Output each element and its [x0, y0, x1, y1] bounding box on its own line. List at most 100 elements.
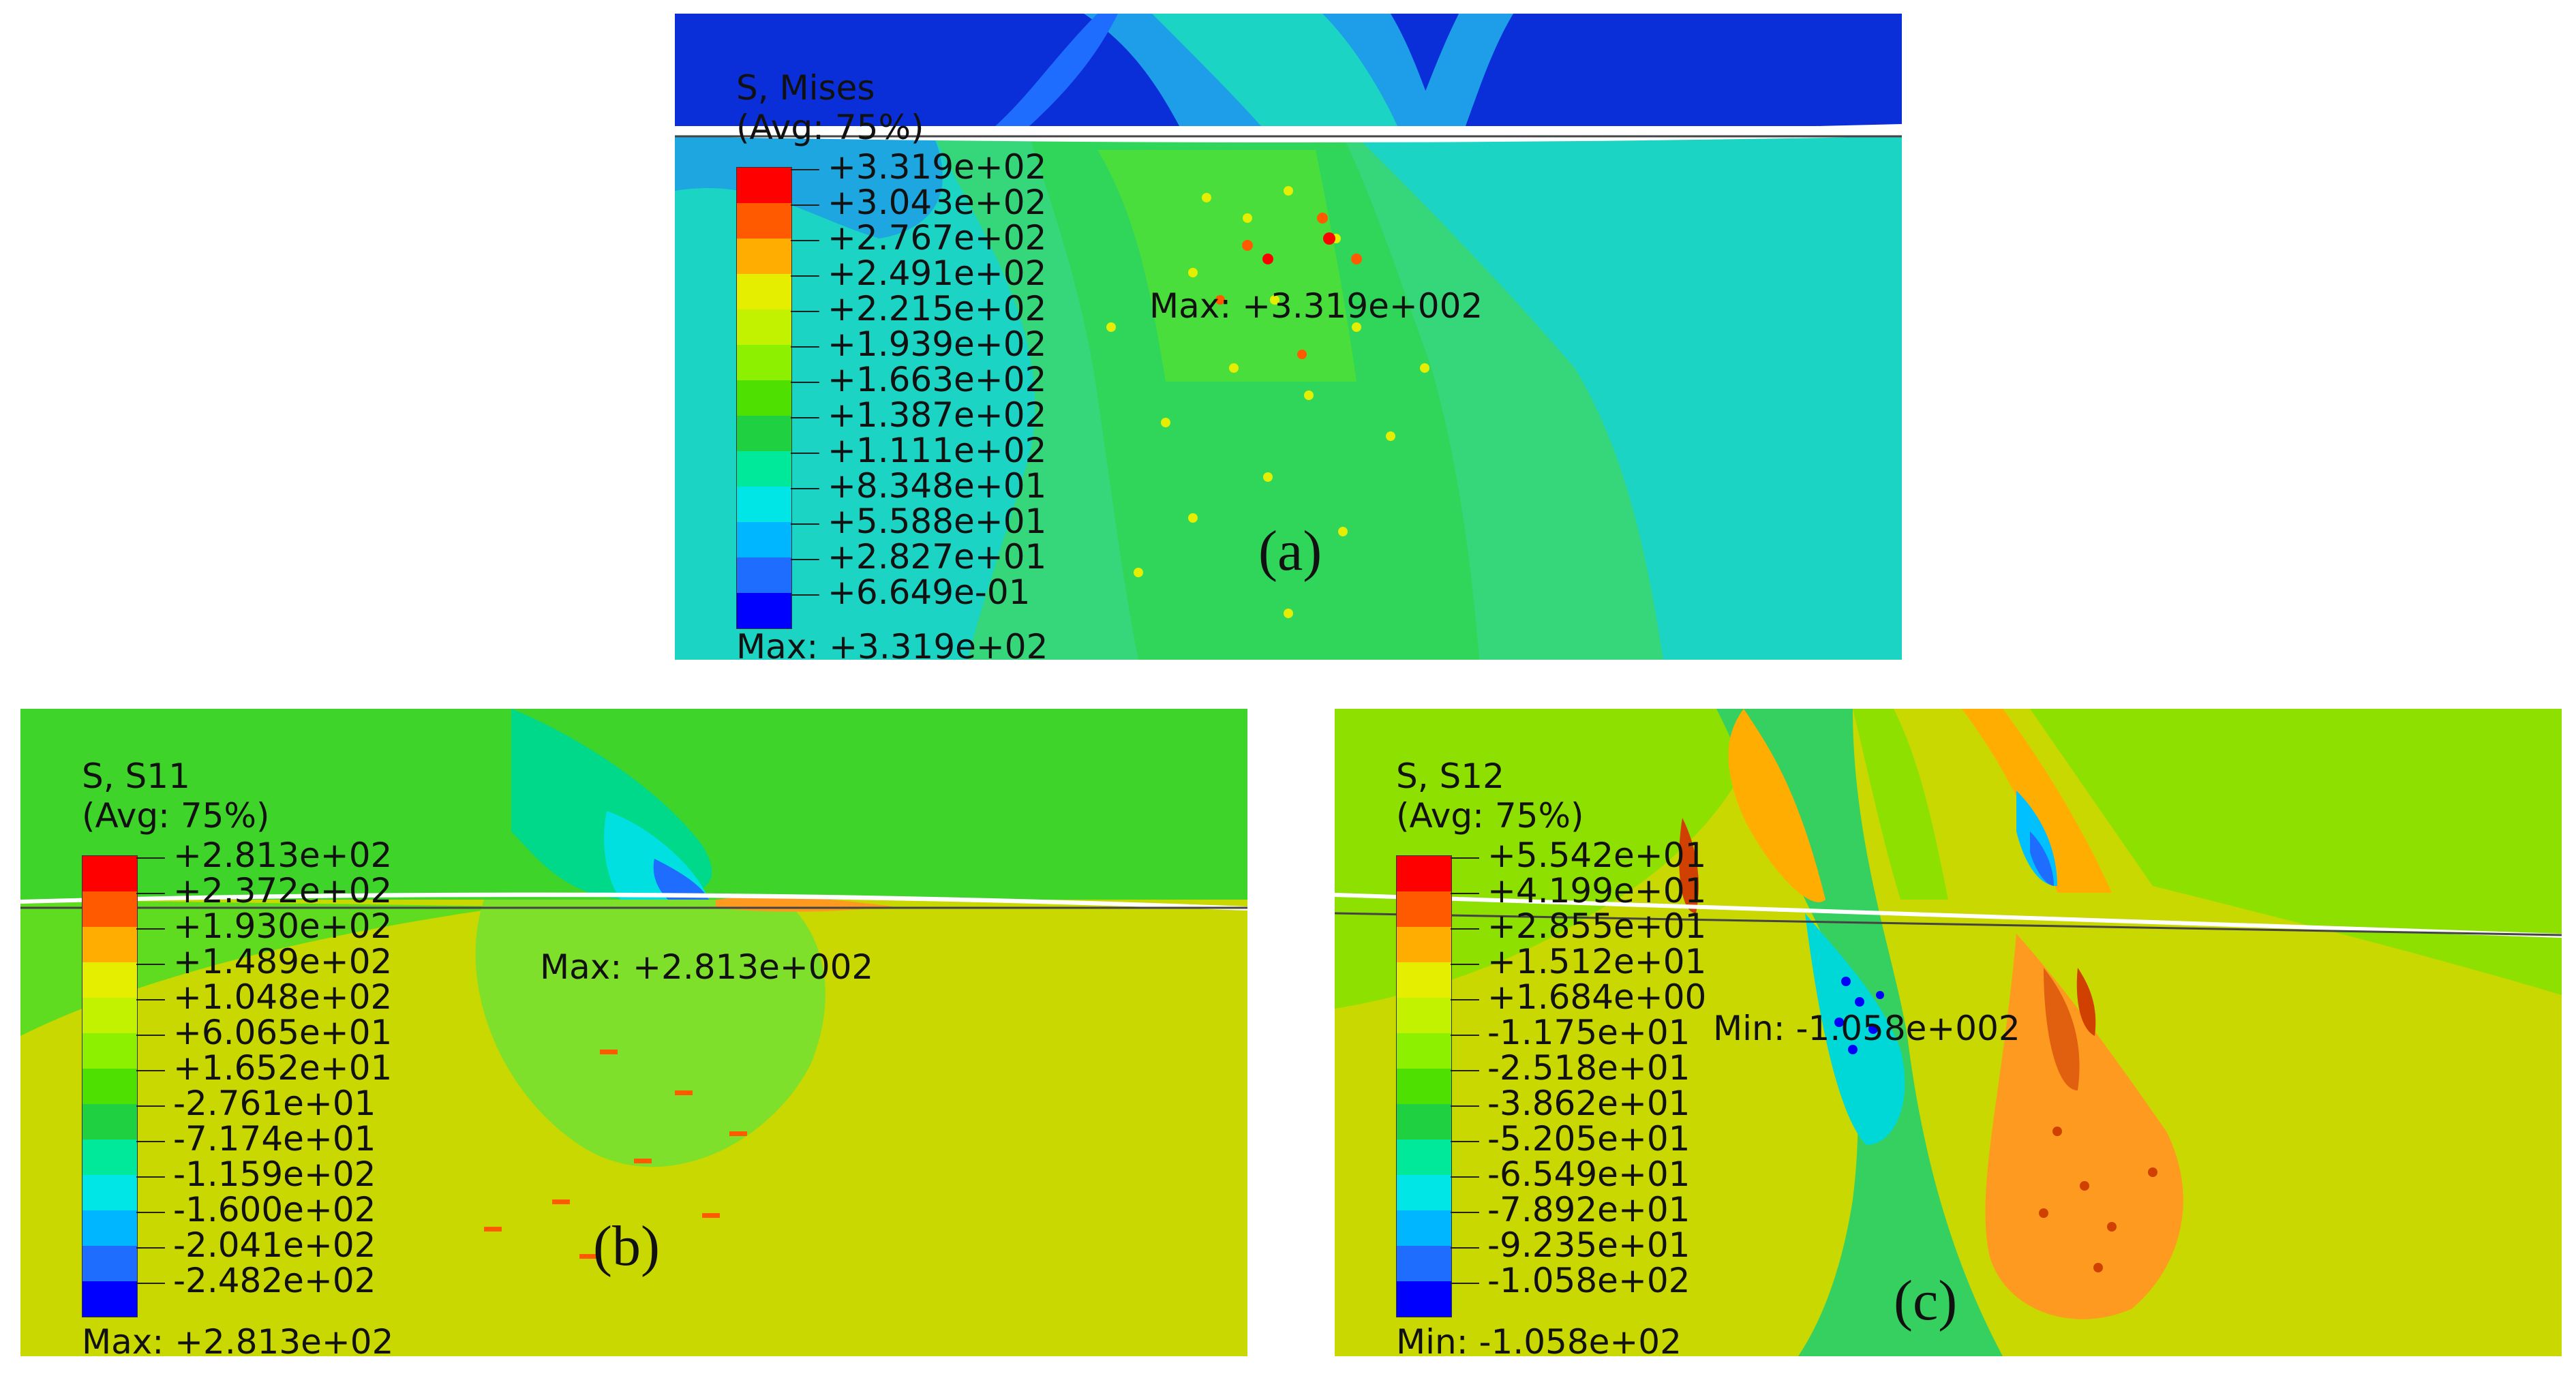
color-swatch: [82, 891, 137, 927]
color-swatch: [737, 309, 791, 345]
legend-tick-label: +2.855e+01: [1451, 909, 1706, 943]
color-swatch: [1397, 856, 1451, 891]
color-swatch: [737, 380, 791, 416]
legend-tick-label: -3.862e+01: [1451, 1086, 1690, 1120]
footer-extreme: Min: -1.058e+02: [1396, 1322, 1682, 1356]
legend-title: S, S11: [82, 756, 190, 796]
color-scale-bar: [82, 855, 138, 1317]
panel-label: (a): [1258, 519, 1322, 583]
color-swatch: [737, 203, 791, 239]
color-swatch: [82, 998, 137, 1033]
legend-tick-label: +4.199e+01: [1451, 874, 1706, 908]
legend-b: S, S11 (Avg: 75%) +2.813e+02 +2.372e+02 +1…: [82, 756, 392, 1317]
panel-a-mises: S, Mises (Avg: 75%) +3.319e+02 +3.043e+02…: [675, 14, 1902, 660]
color-swatch: [1397, 1033, 1451, 1069]
color-swatch: [737, 239, 791, 274]
color-swatch: [82, 1281, 137, 1317]
legend-tick-label: +3.043e+02: [791, 185, 1046, 219]
color-swatch: [1397, 1210, 1451, 1246]
legend-tick-label: +5.542e+01: [1451, 838, 1706, 872]
legend-tick-label: +5.588e+01: [791, 504, 1046, 538]
legend-title: S, Mises: [736, 68, 875, 108]
color-swatch: [737, 522, 791, 557]
color-swatch: [1397, 962, 1451, 998]
legend-tick-label: +2.767e+02: [791, 221, 1046, 255]
legend-tick-label: -2.518e+01: [1451, 1051, 1690, 1085]
legend-subtitle: (Avg: 75%): [82, 796, 270, 836]
legend-tick-label: +1.489e+02: [136, 945, 392, 979]
color-scale-bar: [1396, 855, 1452, 1317]
legend-tick-label: +1.512e+01: [1451, 945, 1706, 979]
legend-tick-label: -6.549e+01: [1451, 1157, 1690, 1191]
legend-tick-label: +1.652e+01: [136, 1051, 392, 1085]
legend-tick-label: +1.663e+02: [791, 363, 1046, 397]
legend-c: S, S12 (Avg: 75%) +5.542e+01 +4.199e+01 +2…: [1396, 756, 1706, 1317]
legend-tick-label: -1.058e+02: [1451, 1264, 1690, 1298]
color-swatch: [1397, 1069, 1451, 1104]
legend-tick-label: +1.048e+02: [136, 980, 392, 1014]
legend-tick-label: +2.215e+02: [791, 292, 1046, 326]
legend-tick-label: +2.491e+02: [791, 256, 1046, 290]
legend-tick-label: +8.348e+01: [791, 469, 1046, 503]
color-swatch: [737, 487, 791, 522]
color-swatch: [82, 1140, 137, 1175]
color-swatch: [1397, 891, 1451, 927]
s11-contour-field: [20, 709, 1247, 1356]
legend-subtitle: (Avg: 75%): [1396, 796, 1584, 836]
legend-tick-label: -7.892e+01: [1451, 1193, 1690, 1227]
color-swatch: [1397, 1175, 1451, 1210]
color-swatch: [737, 557, 791, 593]
legend-tick-label: +2.827e+01: [791, 540, 1046, 574]
legend-tick-label: -1.600e+02: [136, 1193, 376, 1227]
legend-tick-label: +3.319e+02: [791, 150, 1046, 184]
mises-contour-field: [675, 14, 1902, 660]
legend-tick-label: +1.939e+02: [791, 327, 1046, 361]
legend-title: S, S12: [1396, 756, 1504, 796]
legend-tick-label: -1.175e+01: [1451, 1015, 1690, 1050]
color-swatch: [1397, 1246, 1451, 1281]
panel-c-s12: S, S12 (Avg: 75%) +5.542e+01 +4.199e+01 +2…: [1335, 709, 2562, 1356]
panel-b-s11: S, S11 (Avg: 75%) +2.813e+02 +2.372e+02 +1…: [20, 709, 1247, 1356]
color-swatch: [1397, 1281, 1451, 1317]
color-swatch: [737, 451, 791, 487]
min-annotation: Min: -1.058e+002: [1713, 1009, 2020, 1048]
color-swatch: [82, 856, 137, 891]
legend-tick-label: +1.930e+02: [136, 909, 392, 943]
legend-tick-label: +1.684e+00: [1451, 980, 1706, 1014]
legend-tick-label: +1.111e+02: [791, 433, 1046, 468]
color-swatch: [1397, 1104, 1451, 1140]
max-annotation: Max: +2.813e+002: [540, 947, 874, 987]
panel-label: (c): [1894, 1269, 1958, 1332]
color-swatch: [1397, 1140, 1451, 1175]
legend-tick-label: +2.813e+02: [136, 838, 392, 872]
legend-tick-label: +2.372e+02: [136, 874, 392, 908]
color-swatch: [737, 593, 791, 628]
legend-tick-label: -9.235e+01: [1451, 1228, 1690, 1262]
legend-tick-label: +1.387e+02: [791, 398, 1046, 432]
legend-subtitle: (Avg: 75%): [736, 108, 924, 147]
color-scale-bar: [736, 167, 792, 629]
color-swatch: [737, 416, 791, 451]
legend-a: S, Mises (Avg: 75%) +3.319e+02 +3.043e+02…: [736, 68, 1046, 629]
legend-tick-label: -2.761e+01: [136, 1086, 376, 1120]
footer-extreme: Max: +2.813e+02: [82, 1322, 394, 1356]
color-swatch: [82, 927, 137, 962]
color-swatch: [82, 1069, 137, 1104]
legend-tick-label: -2.482e+02: [136, 1264, 376, 1298]
color-swatch: [1397, 927, 1451, 962]
legend-tick-label: -7.174e+01: [136, 1122, 376, 1156]
panel-label: (b): [593, 1214, 660, 1278]
color-swatch: [737, 168, 791, 203]
color-swatch: [1397, 998, 1451, 1033]
legend-tick-label: +6.649e-01: [791, 575, 1030, 609]
color-swatch: [737, 345, 791, 380]
color-swatch: [82, 1033, 137, 1069]
color-swatch: [737, 274, 791, 309]
legend-tick-label: -1.159e+02: [136, 1157, 376, 1191]
max-annotation: Max: +3.319e+002: [1149, 286, 1483, 326]
footer-extreme: Max: +3.319e+02: [736, 627, 1048, 660]
legend-tick-label: -2.041e+02: [136, 1228, 376, 1262]
color-swatch: [82, 1175, 137, 1210]
legend-tick-label: +6.065e+01: [136, 1015, 392, 1050]
color-swatch: [82, 1246, 137, 1281]
